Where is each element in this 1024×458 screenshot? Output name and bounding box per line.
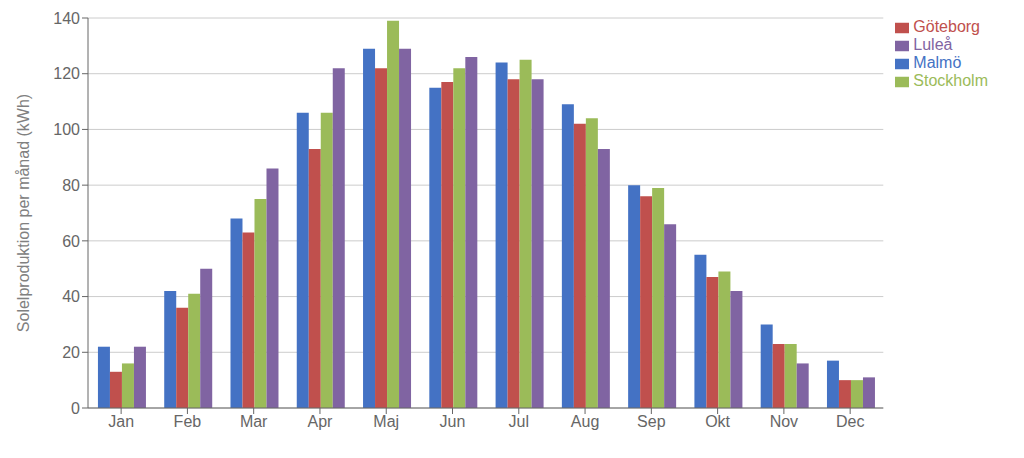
svg-text:Jan: Jan	[108, 413, 134, 430]
svg-text:Sep: Sep	[637, 413, 666, 430]
svg-text:Solelproduktion per månad (kWh: Solelproduktion per månad (kWh)	[15, 94, 32, 332]
svg-text:Apr: Apr	[308, 413, 334, 430]
svg-text:Jun: Jun	[440, 413, 466, 430]
html-text:Malmö: Malmö	[913, 54, 962, 71]
svg-text:Mar: Mar	[240, 413, 268, 430]
svg-text:100: 100	[53, 121, 80, 138]
svg-text:Feb: Feb	[174, 413, 202, 430]
html-text:Luleå: Luleå	[913, 36, 953, 53]
svg-text:20: 20	[62, 344, 80, 361]
svg-text:60: 60	[62, 233, 80, 250]
svg-text:Jul: Jul	[509, 413, 529, 430]
svg-text:140: 140	[53, 10, 80, 27]
svg-text:Dec: Dec	[836, 413, 864, 430]
html-text:Stockholm: Stockholm	[913, 72, 988, 89]
html-text:Göteborg: Göteborg	[913, 18, 980, 35]
svg-text:40: 40	[62, 288, 80, 305]
svg-text:Aug: Aug	[571, 413, 599, 430]
svg-text:Okt: Okt	[705, 413, 730, 430]
svg-text:0: 0	[71, 400, 80, 417]
svg-text:Nov: Nov	[770, 413, 798, 430]
svg-text:120: 120	[53, 65, 80, 82]
svg-text:Maj: Maj	[373, 413, 399, 430]
svg-text:80: 80	[62, 177, 80, 194]
